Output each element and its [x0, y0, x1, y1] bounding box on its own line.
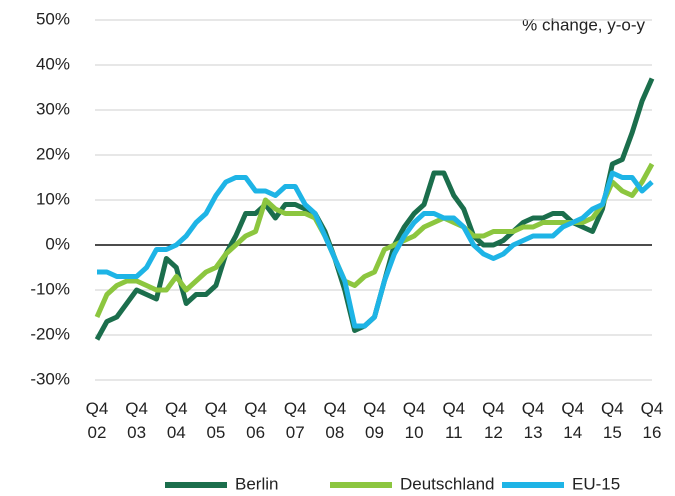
- y-tick-label: 0%: [45, 234, 70, 253]
- x-tick-label: Q4 13: [522, 399, 545, 442]
- x-tick-label: Q4 16: [641, 399, 664, 442]
- y-tick-label: 10%: [36, 189, 70, 208]
- x-tick-label: Q4 11: [442, 399, 465, 442]
- x-tick-label: Q4 03: [125, 399, 148, 442]
- series-line: [97, 170, 654, 329]
- y-tick-label: 50%: [36, 9, 70, 28]
- y-tick-label: 30%: [36, 99, 70, 118]
- x-tick-label: Q4 15: [601, 399, 624, 442]
- x-tick-label: Q4 05: [205, 399, 228, 442]
- legend-label: EU-15: [572, 474, 620, 493]
- x-tick-label: Q4 08: [324, 399, 347, 442]
- legend-label: Deutschland: [400, 474, 495, 493]
- y-tick-label: -20%: [30, 324, 70, 343]
- x-tick-label: Q4 14: [561, 399, 584, 442]
- series-line: [94, 162, 655, 319]
- annotation: % change, y-o-y: [522, 15, 645, 34]
- y-tick-label: -10%: [30, 279, 70, 298]
- x-tick-label: Q4 02: [86, 399, 109, 442]
- x-tick-label: Q4 09: [363, 399, 386, 442]
- x-tick-label: Q4 06: [244, 399, 267, 442]
- legend-label: Berlin: [235, 474, 278, 493]
- y-tick-label: 20%: [36, 144, 70, 163]
- y-tick-label: 40%: [36, 54, 70, 73]
- x-tick-label: Q4 10: [403, 399, 426, 442]
- series-line: [94, 77, 655, 341]
- x-tick-label: Q4 04: [165, 399, 188, 442]
- x-tick-label: Q4 07: [284, 399, 307, 442]
- y-tick-label: -30%: [30, 369, 70, 388]
- x-tick-label: Q4 12: [482, 399, 505, 442]
